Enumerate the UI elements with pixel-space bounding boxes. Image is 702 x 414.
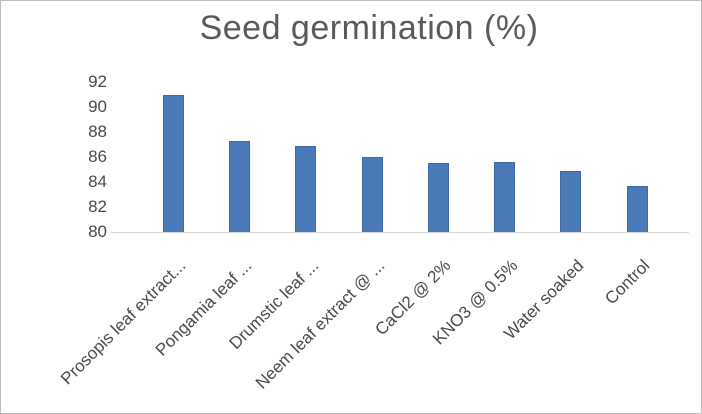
bar bbox=[162, 94, 184, 232]
bar bbox=[295, 145, 317, 232]
y-axis-tick-label: 92 bbox=[88, 72, 107, 91]
bar bbox=[626, 185, 648, 232]
bar bbox=[494, 162, 516, 232]
y-axis-tick-label: 84 bbox=[88, 172, 107, 191]
chart-title: Seed germination (%) bbox=[199, 9, 539, 47]
y-axis-tick-label: 90 bbox=[88, 97, 107, 116]
bar bbox=[361, 157, 383, 232]
bar bbox=[427, 163, 449, 232]
y-axis-tick-label: 86 bbox=[88, 147, 107, 166]
y-axis-tick-label: 88 bbox=[88, 122, 107, 141]
x-axis-line bbox=[111, 232, 689, 233]
bar bbox=[228, 140, 250, 232]
y-axis-tick-label: 82 bbox=[88, 197, 107, 216]
bar bbox=[560, 170, 582, 232]
y-axis-tick-label: 80 bbox=[88, 222, 107, 241]
